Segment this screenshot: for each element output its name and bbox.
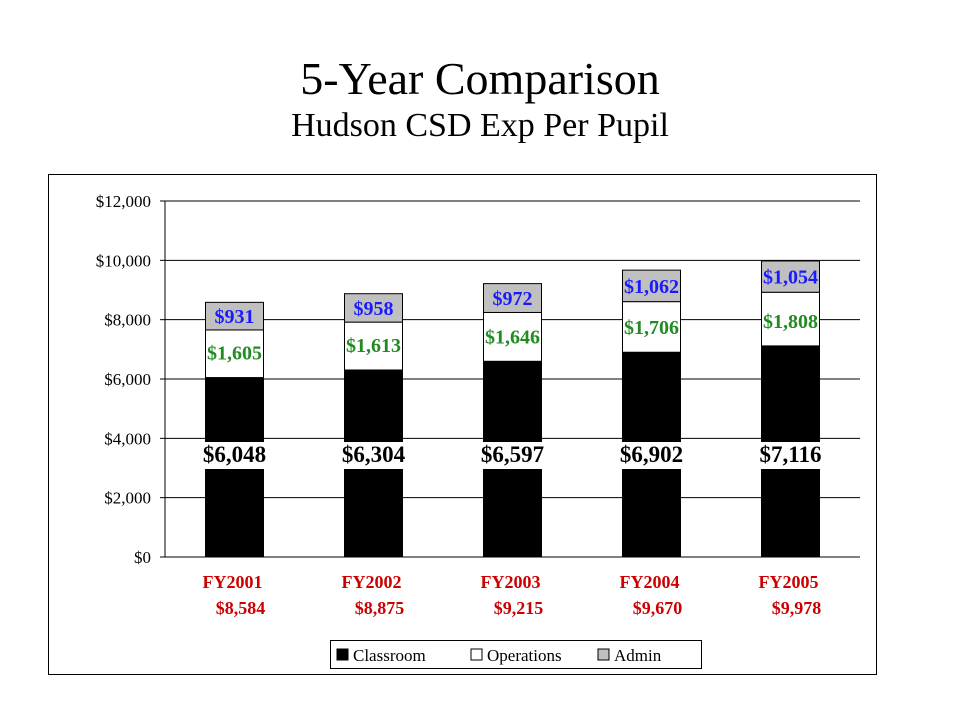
- bar-admin: [205, 301, 264, 331]
- category-total-label: $8,875: [355, 598, 405, 618]
- y-tick-label: $12,000: [96, 192, 151, 211]
- bar-operations: [483, 311, 542, 362]
- bar-admin: [622, 269, 681, 303]
- y-tick-label: $10,000: [96, 251, 151, 270]
- data-label-operations: $1,706: [624, 317, 679, 339]
- data-label-admin: $972: [493, 288, 533, 310]
- classroom-label-bg: [468, 442, 557, 469]
- data-label-classroom: $7,116: [760, 442, 822, 467]
- legend-swatch: [597, 648, 610, 661]
- data-label-operations: $1,605: [207, 343, 262, 365]
- data-label-admin: $1,054: [763, 267, 818, 289]
- category-label: FY2005: [759, 572, 819, 592]
- legend-label: Operations: [487, 646, 562, 665]
- category-total-label: $9,670: [633, 598, 683, 618]
- data-label-operations: $1,808: [763, 311, 818, 333]
- data-label-operations: $1,613: [346, 335, 401, 357]
- category-labels: FY2001 $8,584 FY2002 $8,875 FY2003 $9,215 FY20…: [203, 572, 822, 618]
- classroom-label-bg: [190, 442, 279, 469]
- data-label-classroom: $6,304: [342, 442, 406, 467]
- y-tick-label: $8,000: [104, 311, 151, 330]
- data-labels: $6,048 $1,605 $931 $6,304 $1,613 $958 $6,597 $1…: [190, 267, 835, 469]
- bar-admin: [761, 260, 820, 293]
- category-label: FY2003: [481, 572, 541, 592]
- data-label-admin: $931: [215, 306, 255, 328]
- legend-label: Admin: [614, 646, 662, 665]
- bar-operations: [761, 291, 820, 347]
- category-total-label: $9,215: [494, 598, 544, 618]
- legend-box: [330, 640, 702, 669]
- classroom-label-bg: [329, 442, 418, 469]
- data-label-admin: $958: [354, 298, 394, 320]
- bar-operations: [622, 301, 681, 353]
- classroom-label-bg: [746, 442, 835, 469]
- legend-label: Classroom: [353, 646, 426, 665]
- bar-operations: [344, 321, 403, 371]
- classroom-label-bg: [607, 442, 696, 469]
- chart-title: 5-Year Comparison: [300, 53, 660, 104]
- category-label: FY2001: [203, 572, 263, 592]
- legend-swatch: [336, 648, 349, 661]
- category-total-label: $9,978: [772, 598, 822, 618]
- legend-swatch: [470, 648, 483, 661]
- data-label-classroom: $6,597: [481, 442, 544, 467]
- data-label-admin: $1,062: [624, 276, 679, 298]
- category-label: FY2002: [342, 572, 402, 592]
- data-label-classroom: $6,902: [620, 442, 683, 467]
- data-label-classroom: $6,048: [203, 442, 266, 467]
- title-block: 5-Year Comparison Hudson CSD Exp Per Pup…: [0, 52, 960, 146]
- data-label-operations: $1,646: [485, 326, 540, 348]
- chart-subtitle: Hudson CSD Exp Per Pupil: [291, 107, 669, 144]
- y-tick-label: $6,000: [104, 370, 151, 389]
- axes: $0 $2,000 $4,000 $6,000 $8,000 $10,000 $12,000: [96, 192, 860, 567]
- chart-frame: [48, 174, 877, 675]
- category-total-label: $8,584: [216, 598, 266, 618]
- legend: Classroom Operations Admin: [330, 640, 702, 669]
- category-label: FY2004: [620, 572, 680, 592]
- y-tick-label: $0: [134, 548, 151, 567]
- bar-admin: [344, 293, 403, 323]
- y-tick-label: $4,000: [104, 429, 151, 448]
- bar-admin: [483, 283, 542, 313]
- y-tick-label: $2,000: [104, 489, 151, 508]
